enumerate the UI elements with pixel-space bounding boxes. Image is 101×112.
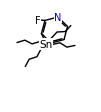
Text: N: N [54,13,62,23]
Text: Sn: Sn [39,40,53,50]
Text: F: F [35,16,40,26]
